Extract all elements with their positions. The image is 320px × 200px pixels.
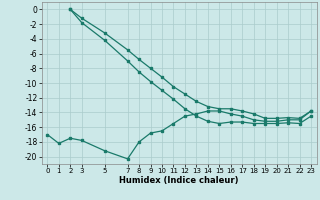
X-axis label: Humidex (Indice chaleur): Humidex (Indice chaleur) — [119, 176, 239, 185]
